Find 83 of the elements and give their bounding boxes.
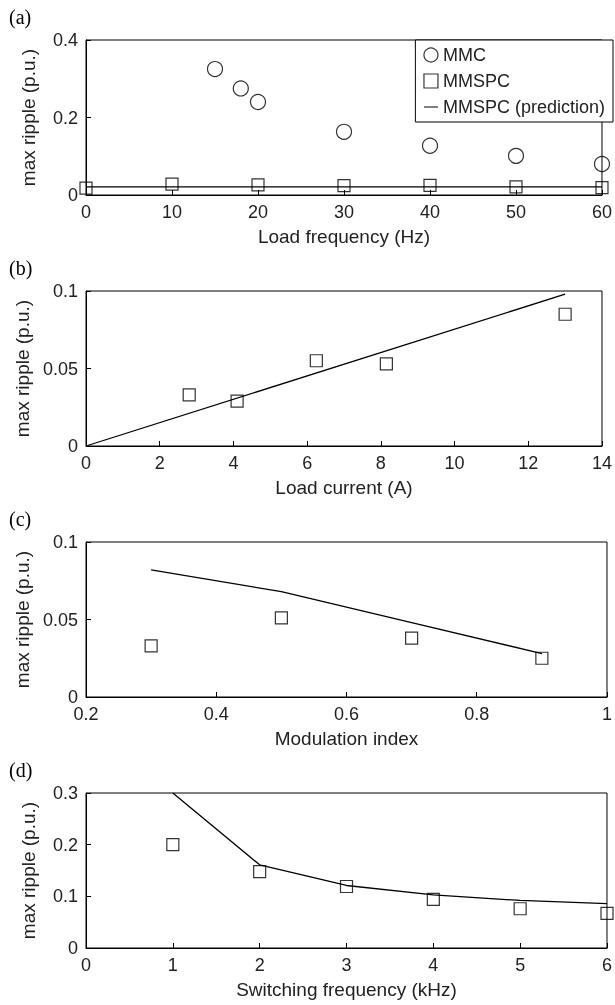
x-tick-label: 0 — [80, 202, 92, 222]
point — [600, 906, 614, 920]
point — [335, 123, 353, 140]
y-tick-label: 0.05 — [42, 609, 78, 630]
x-tick-label: 1 — [601, 704, 612, 724]
x-tick-label: 0.4 — [203, 704, 229, 724]
point — [593, 155, 611, 173]
point — [182, 388, 196, 402]
x-tick-label: 5 — [515, 955, 526, 975]
x-tick-label: 6 — [601, 955, 612, 975]
legend-label: MMSPC (prediction) — [442, 97, 606, 117]
x-tick-label: 3 — [341, 955, 352, 975]
legend-label: MMC — [442, 45, 486, 65]
point — [166, 838, 180, 852]
point — [507, 147, 525, 164]
y-axis-title: max ripple (p.u.) — [12, 550, 34, 689]
point — [426, 892, 440, 907]
x-tick-label: 2 — [154, 453, 165, 473]
chart-title: (b) — [9, 257, 33, 280]
y-tick-label: 0.2 — [52, 107, 78, 128]
x-tick-label: 50 — [505, 202, 527, 222]
x-tick-label: 60 — [591, 202, 612, 222]
point — [230, 394, 244, 408]
y-tick-label: 0.1 — [52, 532, 78, 552]
y-axis-title: max ripple (p.u.) — [12, 299, 34, 438]
point — [274, 611, 288, 625]
legend-label: MMSPC — [442, 71, 510, 91]
x-tick-label: 10 — [161, 202, 183, 222]
x-tick-label: 0.8 — [464, 704, 490, 724]
x-axis-title: Switching frequency (kHz) — [236, 979, 457, 1000]
x-tick-label: 30 — [333, 202, 355, 222]
point — [423, 178, 437, 192]
point — [339, 879, 354, 894]
y-tick-label: 0 — [67, 185, 78, 205]
chart-title: (d) — [9, 759, 33, 782]
y-tick-label: 0.4 — [52, 30, 78, 50]
x-tick-label: 20 — [247, 202, 269, 222]
x-tick-label: 2 — [254, 955, 265, 975]
x-tick-label: 14 — [591, 453, 612, 473]
x-axis-title: Load frequency (Hz) — [257, 226, 431, 247]
x-tick-label: 0 — [80, 453, 92, 473]
chart-title: (c) — [9, 508, 32, 531]
point — [165, 177, 179, 191]
point — [558, 307, 572, 321]
y-axis-title: max ripple (p.u.) — [18, 801, 39, 940]
x-tick-label: 40 — [419, 202, 441, 222]
y-tick-label: 0.2 — [52, 834, 78, 855]
point — [509, 180, 523, 194]
y-tick-label: 0 — [67, 938, 78, 958]
x-tick-label: 4 — [428, 955, 439, 975]
x-tick-label: 1 — [167, 955, 178, 975]
point — [206, 60, 224, 78]
x-tick-label: 0 — [80, 955, 92, 975]
x-axis-title: Load current (A) — [275, 477, 413, 498]
point — [535, 651, 549, 665]
point — [421, 137, 439, 154]
point — [249, 93, 267, 111]
point — [144, 639, 158, 653]
x-tick-label: 12 — [518, 453, 539, 473]
point — [79, 181, 93, 195]
point — [337, 179, 351, 193]
y-tick-label: 0.1 — [52, 886, 78, 907]
point — [379, 357, 393, 371]
chart-title: (a) — [9, 6, 32, 29]
x-tick-label: 8 — [375, 453, 386, 473]
point — [513, 902, 527, 916]
y-tick-label: 0.05 — [42, 358, 78, 379]
x-tick-label: 6 — [302, 453, 313, 473]
point — [253, 864, 267, 879]
point — [595, 181, 609, 195]
x-axis-title: Modulation index — [274, 728, 419, 749]
x-tick-label: 4 — [228, 453, 239, 473]
point — [232, 80, 249, 97]
y-tick-label: 0.1 — [52, 281, 78, 301]
y-tick-label: 0.3 — [52, 783, 78, 803]
point — [405, 631, 419, 645]
x-tick-label: 0.6 — [333, 704, 360, 724]
y-axis-title: max ripple (p.u.) — [18, 48, 39, 187]
point — [251, 178, 265, 192]
y-tick-label: 0 — [67, 436, 78, 456]
y-tick-label: 0 — [67, 687, 78, 707]
point — [309, 354, 323, 368]
x-tick-label: 10 — [444, 453, 465, 473]
